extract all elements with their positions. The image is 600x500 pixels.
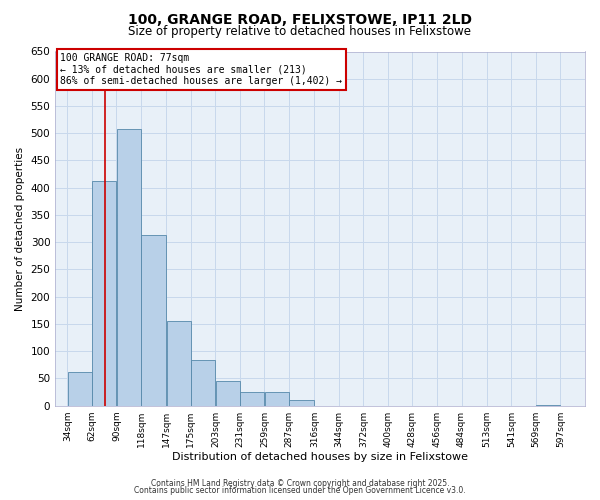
Bar [116,130,141,406]
Bar [92,180,116,406]
Bar [167,321,191,406]
Text: Contains public sector information licensed under the Open Government Licence v3: Contains public sector information licen… [134,486,466,495]
Text: 100, GRANGE ROAD, FELIXSTOWE, IP11 2LD: 100, GRANGE ROAD, FELIXSTOWE, IP11 2LD [128,12,472,26]
Text: 100 GRANGE ROAD: 77sqm
← 13% of detached houses are smaller (213)
86% of semi-de: 100 GRANGE ROAD: 77sqm ← 13% of detached… [61,54,343,86]
Y-axis label: Number of detached properties: Number of detached properties [15,146,25,310]
Bar [141,235,166,406]
X-axis label: Distribution of detached houses by size in Felixstowe: Distribution of detached houses by size … [172,452,468,462]
Bar [215,380,240,406]
Bar [536,404,560,406]
Bar [68,372,92,406]
Text: Size of property relative to detached houses in Felixstowe: Size of property relative to detached ho… [128,24,472,38]
Text: Contains HM Land Registry data © Crown copyright and database right 2025.: Contains HM Land Registry data © Crown c… [151,478,449,488]
Bar [240,392,265,406]
Bar [191,360,215,406]
Bar [265,392,289,406]
Bar [289,400,314,406]
